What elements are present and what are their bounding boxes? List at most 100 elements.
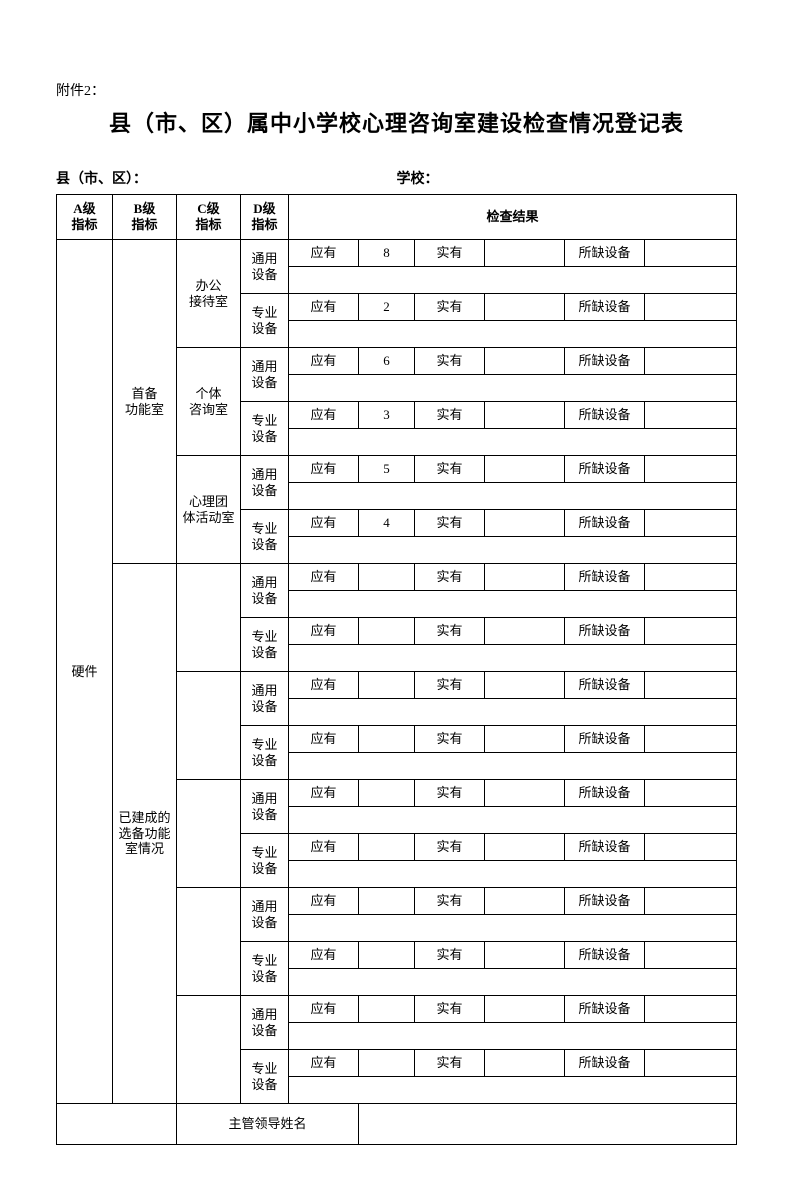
- cell-missing-value: [645, 510, 737, 537]
- cell-missing-value: [645, 564, 737, 591]
- b-level-primary: 首备功能室: [113, 240, 177, 564]
- cell-missing-value: [645, 672, 737, 699]
- detail-row: [289, 429, 737, 456]
- detail-row: [289, 753, 737, 780]
- cell-should: 应有: [289, 510, 359, 537]
- d-level-general: 通用设备: [241, 780, 289, 834]
- detail-row: [289, 375, 737, 402]
- cell-actual: 实有: [415, 402, 485, 429]
- c-level-blank: [177, 780, 241, 888]
- cell-actual-value: [485, 672, 565, 699]
- cell-should: 应有: [289, 726, 359, 753]
- cell-should: 应有: [289, 780, 359, 807]
- cell-missing-value: [645, 240, 737, 267]
- subhead-county: 县（市、区）：: [56, 168, 397, 188]
- cell-missing-value: [645, 618, 737, 645]
- cell-should-value: 2: [359, 294, 415, 321]
- d-level-special: 专业设备: [241, 402, 289, 456]
- cell-actual-value: [485, 294, 565, 321]
- cell-missing-value: [645, 834, 737, 861]
- detail-row: [289, 537, 737, 564]
- c-level-blank: [177, 888, 241, 996]
- subhead-school: 学校：: [397, 168, 738, 188]
- header-a: A级指标: [57, 195, 113, 240]
- cell-missing: 所缺设备: [565, 456, 645, 483]
- detail-row: [289, 915, 737, 942]
- footer-leader-label: 主管领导姓名: [177, 1104, 359, 1145]
- cell-actual-value: [485, 888, 565, 915]
- cell-should: 应有: [289, 564, 359, 591]
- cell-should-value: [359, 564, 415, 591]
- d-level-general: 通用设备: [241, 348, 289, 402]
- cell-actual: 实有: [415, 888, 485, 915]
- cell-should: 应有: [289, 618, 359, 645]
- cell-actual: 实有: [415, 672, 485, 699]
- cell-missing: 所缺设备: [565, 942, 645, 969]
- cell-actual-value: [485, 726, 565, 753]
- cell-actual-value: [485, 1050, 565, 1077]
- cell-missing: 所缺设备: [565, 672, 645, 699]
- d-level-general: 通用设备: [241, 564, 289, 618]
- detail-row: [289, 861, 737, 888]
- cell-missing-value: [645, 780, 737, 807]
- cell-should-value: [359, 618, 415, 645]
- cell-should-value: [359, 942, 415, 969]
- cell-missing: 所缺设备: [565, 348, 645, 375]
- detail-row: [289, 1077, 737, 1104]
- cell-should: 应有: [289, 996, 359, 1023]
- cell-missing-value: [645, 942, 737, 969]
- c-level-group: 心理团体活动室: [177, 456, 241, 564]
- cell-should-value: [359, 672, 415, 699]
- cell-missing-value: [645, 888, 737, 915]
- cell-missing: 所缺设备: [565, 1050, 645, 1077]
- attachment-label: 附件2：: [56, 80, 737, 100]
- cell-missing-value: [645, 456, 737, 483]
- cell-missing: 所缺设备: [565, 726, 645, 753]
- cell-actual-value: [485, 942, 565, 969]
- cell-actual-value: [485, 402, 565, 429]
- cell-should-value: 4: [359, 510, 415, 537]
- cell-missing-value: [645, 1050, 737, 1077]
- cell-actual: 实有: [415, 618, 485, 645]
- cell-missing: 所缺设备: [565, 240, 645, 267]
- cell-should-value: [359, 726, 415, 753]
- cell-actual: 实有: [415, 348, 485, 375]
- table-header-row: A级指标 B级指标 C级指标 D级指标 检查结果: [57, 195, 737, 240]
- cell-actual-value: [485, 834, 565, 861]
- cell-missing: 所缺设备: [565, 780, 645, 807]
- d-level-special: 专业设备: [241, 618, 289, 672]
- cell-actual: 实有: [415, 564, 485, 591]
- cell-actual-value: [485, 510, 565, 537]
- detail-row: [289, 645, 737, 672]
- cell-should: 应有: [289, 834, 359, 861]
- c-level-blank: [177, 672, 241, 780]
- cell-should-value: [359, 1050, 415, 1077]
- d-level-general: 通用设备: [241, 996, 289, 1050]
- header-d: D级指标: [241, 195, 289, 240]
- cell-missing-value: [645, 726, 737, 753]
- d-level-special: 专业设备: [241, 1050, 289, 1104]
- cell-should-value: 8: [359, 240, 415, 267]
- cell-should: 应有: [289, 672, 359, 699]
- cell-actual: 实有: [415, 996, 485, 1023]
- c-level-blank: [177, 564, 241, 672]
- cell-actual-value: [485, 780, 565, 807]
- cell-missing: 所缺设备: [565, 564, 645, 591]
- cell-actual: 实有: [415, 456, 485, 483]
- cell-missing: 所缺设备: [565, 294, 645, 321]
- cell-actual: 实有: [415, 1050, 485, 1077]
- cell-actual: 实有: [415, 834, 485, 861]
- cell-missing: 所缺设备: [565, 888, 645, 915]
- d-level-special: 专业设备: [241, 294, 289, 348]
- detail-row: [289, 807, 737, 834]
- detail-row: [289, 969, 737, 996]
- detail-row: [289, 321, 737, 348]
- cell-actual-value: [485, 618, 565, 645]
- detail-row: [289, 1023, 737, 1050]
- cell-actual-value: [485, 996, 565, 1023]
- cell-should: 应有: [289, 348, 359, 375]
- cell-should: 应有: [289, 240, 359, 267]
- cell-should: 应有: [289, 294, 359, 321]
- detail-row: [289, 591, 737, 618]
- cell-missing: 所缺设备: [565, 834, 645, 861]
